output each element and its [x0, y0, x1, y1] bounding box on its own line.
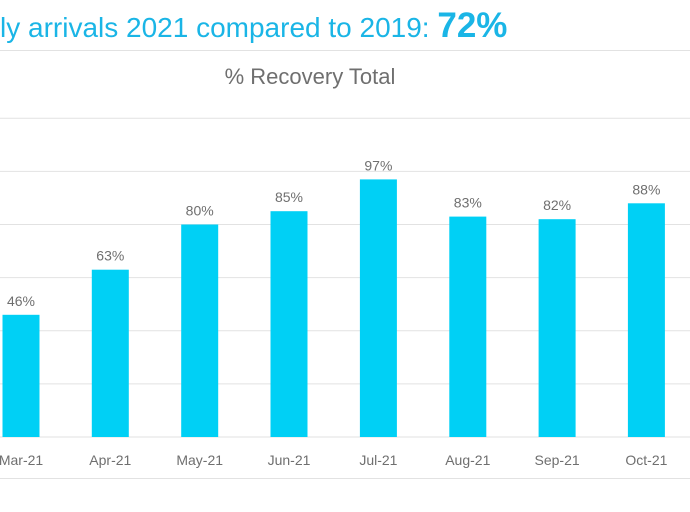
- x-tick-labels: Mar-21 Apr-21 May-21 Jun-21 Jul-21 Aug-21 Sep-…: [0, 452, 668, 468]
- chart-title: % Recovery Total: [224, 64, 396, 89]
- top-divider: [0, 50, 690, 51]
- headline: ly arrivals 2021 compared to 2019: 72%: [0, 6, 507, 46]
- bar-value-label: 82%: [543, 197, 571, 213]
- bar-value-label: 88%: [632, 181, 660, 197]
- bar-aug-21: [449, 216, 487, 437]
- bar-may-21: [181, 224, 219, 437]
- bar-value-label: 97%: [364, 157, 392, 173]
- bar-value-label: 80%: [186, 203, 214, 219]
- bars: [2, 179, 665, 437]
- x-tick-label: Mar-21: [0, 452, 43, 468]
- bar-apr-21: [91, 269, 129, 437]
- bottom-divider: [0, 478, 690, 479]
- bar-value-labels: 46% 63% 80% 85% 97% 83% 82% 88%: [7, 157, 660, 308]
- bar-jul-21: [359, 179, 397, 437]
- x-tick-label: Aug-21: [445, 452, 490, 468]
- bar-oct-21: [627, 203, 665, 437]
- x-tick-label: Jul-21: [359, 452, 397, 468]
- x-tick-label: Jun-21: [268, 452, 311, 468]
- headline-value: 72%: [437, 6, 508, 45]
- bar-sep-21: [538, 219, 576, 437]
- bar-value-label: 63%: [96, 248, 124, 264]
- x-tick-label: Apr-21: [89, 452, 131, 468]
- bar-value-label: 83%: [454, 195, 482, 211]
- headline-text: ly arrivals 2021 compared to 2019:: [0, 12, 438, 43]
- bar-value-label: 85%: [275, 189, 303, 205]
- x-tick-label: Sep-21: [535, 452, 580, 468]
- bar-mar-21: [2, 314, 40, 437]
- x-tick-label: May-21: [176, 452, 223, 468]
- bar-value-label: 46%: [7, 293, 35, 309]
- bar-jun-21: [270, 211, 308, 437]
- x-tick-label: Oct-21: [625, 452, 667, 468]
